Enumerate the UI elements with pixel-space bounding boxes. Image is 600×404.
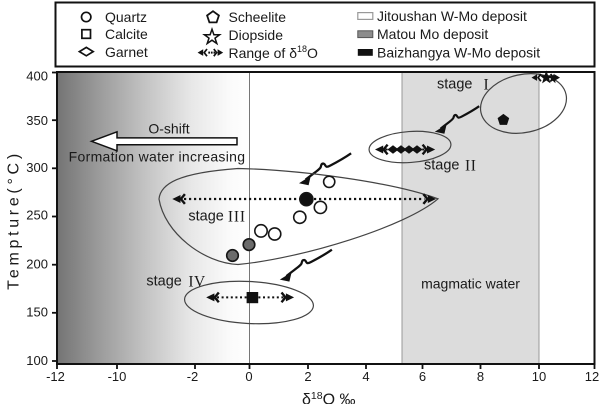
svg-text:Matou Mo deposit: Matou Mo deposit (377, 26, 488, 42)
svg-text:-2: -2 (187, 369, 199, 384)
svg-text:stage II: stage II (424, 157, 477, 174)
svg-text:Formation water increasing: Formation water increasing (69, 149, 246, 165)
svg-text:Baizhangya W-Mo deposit: Baizhangya W-Mo deposit (377, 44, 540, 60)
svg-text:Diopside: Diopside (229, 27, 284, 43)
svg-text:stage III: stage III (188, 208, 245, 225)
svg-text:Jitoushan W-Mo deposit: Jitoushan W-Mo deposit (377, 8, 527, 24)
svg-text:stage IV: stage IV (146, 273, 206, 290)
svg-text:O-shift: O-shift (148, 121, 189, 137)
svg-text:300: 300 (26, 160, 48, 175)
svg-text:Range of δ18O: Range of δ18O (229, 44, 319, 61)
svg-text:stage I: stage I (437, 76, 489, 93)
svg-text:Tempture(°C): Tempture(°C) (6, 150, 23, 290)
svg-text:250: 250 (26, 208, 48, 223)
svg-text:-12: -12 (46, 369, 65, 384)
svg-text:400: 400 (26, 69, 48, 84)
svg-text:150: 150 (26, 305, 48, 320)
svg-text:350: 350 (26, 113, 48, 128)
svg-text:200: 200 (26, 257, 48, 272)
svg-text:-10: -10 (108, 369, 127, 384)
svg-text:δ18O ‰: δ18O ‰ (302, 390, 355, 404)
svg-text:Garnet: Garnet (105, 44, 148, 60)
svg-text:6: 6 (419, 369, 426, 384)
svg-text:10: 10 (532, 369, 546, 384)
svg-text:Scheelite: Scheelite (229, 9, 287, 25)
svg-text:4: 4 (362, 369, 369, 384)
svg-text:100: 100 (26, 353, 48, 368)
svg-text:0: 0 (245, 369, 252, 384)
svg-text:8: 8 (477, 369, 484, 384)
svg-text:2: 2 (304, 369, 311, 384)
svg-text:Quartz: Quartz (105, 9, 147, 25)
svg-text:magmatic water: magmatic water (421, 275, 520, 291)
svg-text:Calcite: Calcite (105, 26, 148, 42)
svg-text:12: 12 (585, 369, 599, 384)
